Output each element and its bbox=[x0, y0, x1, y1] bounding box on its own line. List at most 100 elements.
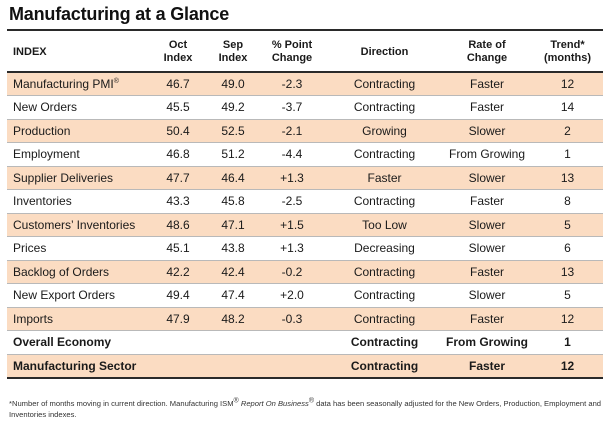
sep-index-value: 52.5 bbox=[209, 119, 257, 143]
sep-index-value: 43.8 bbox=[209, 236, 257, 261]
point-change-value: +1.3 bbox=[257, 236, 327, 261]
empty-cell bbox=[257, 330, 327, 355]
table-row: Customers’ Inventories 48.6 47.1 +1.5 To… bbox=[7, 213, 603, 237]
oct-index-value: 49.4 bbox=[147, 283, 209, 308]
point-change-value: -2.5 bbox=[257, 189, 327, 214]
direction-value: Contracting bbox=[327, 189, 442, 214]
row-index-name: Customers’ Inventories bbox=[7, 213, 147, 237]
rate-of-change-value: Faster bbox=[442, 95, 532, 120]
row-index-name: Backlog of Orders bbox=[7, 260, 147, 284]
oct-index-value: 45.5 bbox=[147, 95, 209, 120]
table-row: Prices 45.1 43.8 +1.3 Decreasing Slower … bbox=[7, 236, 603, 261]
table-row: Imports 47.9 48.2 -0.3 Contracting Faste… bbox=[7, 307, 603, 331]
direction-value: Contracting bbox=[327, 260, 442, 284]
row-index-name: New Export Orders bbox=[7, 283, 147, 308]
row-index-name: Employment bbox=[7, 142, 147, 167]
point-change-value: +2.0 bbox=[257, 283, 327, 308]
point-change-value: -4.4 bbox=[257, 142, 327, 167]
rate-of-change-value: From Growing bbox=[442, 142, 532, 167]
direction-value: Contracting bbox=[327, 72, 442, 96]
header-row: INDEX Oct Index Sep Index % Point Change Di… bbox=[7, 33, 603, 73]
row-index-name: Manufacturing PMI® bbox=[7, 72, 147, 96]
oct-index-value: 46.8 bbox=[147, 142, 209, 167]
table-row: New Orders 45.5 49.2 -3.7 Contracting Fa… bbox=[7, 95, 603, 120]
table-row: Employment 46.8 51.2 -4.4 Contracting Fr… bbox=[7, 142, 603, 167]
point-change-value: -2.3 bbox=[257, 72, 327, 96]
footnote: *Number of months moving in current dire… bbox=[9, 397, 602, 419]
summary-row-manufacturing-sector: Manufacturing Sector Contracting Faster … bbox=[7, 354, 603, 379]
col-header-rate-of-change: Rate of Change bbox=[442, 33, 532, 73]
trend-value: 6 bbox=[532, 236, 603, 261]
empty-cell bbox=[209, 330, 257, 355]
point-change-value: -3.7 bbox=[257, 95, 327, 120]
row-index-name: Prices bbox=[7, 236, 147, 261]
trend-value: 12 bbox=[532, 72, 603, 96]
sep-index-value: 47.1 bbox=[209, 213, 257, 237]
title-divider bbox=[7, 29, 603, 31]
rate-of-change-value: Faster bbox=[442, 354, 532, 379]
row-index-name: Inventories bbox=[7, 189, 147, 214]
col-header-point-change: % Point Change bbox=[257, 33, 327, 73]
table-row: Production 50.4 52.5 -2.1 Growing Slower… bbox=[7, 119, 603, 143]
col-header-index: INDEX bbox=[7, 33, 147, 73]
trend-value: 14 bbox=[532, 95, 603, 120]
table-row: Manufacturing PMI® 46.7 49.0 -2.3 Contra… bbox=[7, 72, 603, 96]
trend-value: 12 bbox=[532, 354, 603, 379]
rate-of-change-value: Faster bbox=[442, 189, 532, 214]
col-header-direction: Direction bbox=[327, 33, 442, 73]
summary-row-overall-economy: Overall Economy Contracting From Growing… bbox=[7, 330, 603, 355]
direction-value: Contracting bbox=[327, 142, 442, 167]
rate-of-change-value: Faster bbox=[442, 307, 532, 331]
trend-value: 13 bbox=[532, 260, 603, 284]
row-index-name: Production bbox=[7, 119, 147, 143]
col-header-sep-index: Sep Index bbox=[209, 33, 257, 73]
sep-index-value: 48.2 bbox=[209, 307, 257, 331]
oct-index-value: 48.6 bbox=[147, 213, 209, 237]
direction-value: Contracting bbox=[327, 283, 442, 308]
oct-index-value: 42.2 bbox=[147, 260, 209, 284]
table-row: Supplier Deliveries 47.7 46.4 +1.3 Faste… bbox=[7, 166, 603, 190]
sep-index-value: 46.4 bbox=[209, 166, 257, 190]
trend-value: 2 bbox=[532, 119, 603, 143]
rate-of-change-value: Slower bbox=[442, 213, 532, 237]
direction-value: Contracting bbox=[327, 354, 442, 379]
rate-of-change-value: Slower bbox=[442, 236, 532, 261]
sep-index-value: 45.8 bbox=[209, 189, 257, 214]
trend-value: 5 bbox=[532, 283, 603, 308]
direction-value: Growing bbox=[327, 119, 442, 143]
indicator-table: INDEX Oct Index Sep Index % Point Change Di… bbox=[7, 33, 603, 379]
col-header-trend: Trend* (months) bbox=[532, 33, 603, 73]
sep-index-value: 42.4 bbox=[209, 260, 257, 284]
direction-value: Decreasing bbox=[327, 236, 442, 261]
col-header-oct-index: Oct Index bbox=[147, 33, 209, 73]
page-title: Manufacturing at a Glance bbox=[9, 4, 230, 24]
trend-value: 12 bbox=[532, 307, 603, 331]
direction-value: Contracting bbox=[327, 330, 442, 355]
empty-cell bbox=[147, 354, 209, 379]
point-change-value: +1.5 bbox=[257, 213, 327, 237]
oct-index-value: 47.7 bbox=[147, 166, 209, 190]
rate-of-change-value: Faster bbox=[442, 260, 532, 284]
point-change-value: -2.1 bbox=[257, 119, 327, 143]
point-change-value: -0.2 bbox=[257, 260, 327, 284]
direction-value: Contracting bbox=[327, 307, 442, 331]
point-change-value: -0.3 bbox=[257, 307, 327, 331]
table-row: Backlog of Orders 42.2 42.4 -0.2 Contrac… bbox=[7, 260, 603, 284]
rate-of-change-value: Slower bbox=[442, 119, 532, 143]
sep-index-value: 51.2 bbox=[209, 142, 257, 167]
direction-value: Too Low bbox=[327, 213, 442, 237]
trend-value: 1 bbox=[532, 330, 603, 355]
oct-index-value: 47.9 bbox=[147, 307, 209, 331]
trend-value: 1 bbox=[532, 142, 603, 167]
empty-cell bbox=[147, 330, 209, 355]
trend-value: 5 bbox=[532, 213, 603, 237]
rate-of-change-value: Slower bbox=[442, 166, 532, 190]
oct-index-value: 45.1 bbox=[147, 236, 209, 261]
oct-index-value: 46.7 bbox=[147, 72, 209, 96]
trend-value: 8 bbox=[532, 189, 603, 214]
direction-value: Contracting bbox=[327, 95, 442, 120]
row-index-name: New Orders bbox=[7, 95, 147, 120]
row-index-name: Supplier Deliveries bbox=[7, 166, 147, 190]
table-row: New Export Orders 49.4 47.4 +2.0 Contrac… bbox=[7, 283, 603, 308]
rate-of-change-value: From Growing bbox=[442, 330, 532, 355]
